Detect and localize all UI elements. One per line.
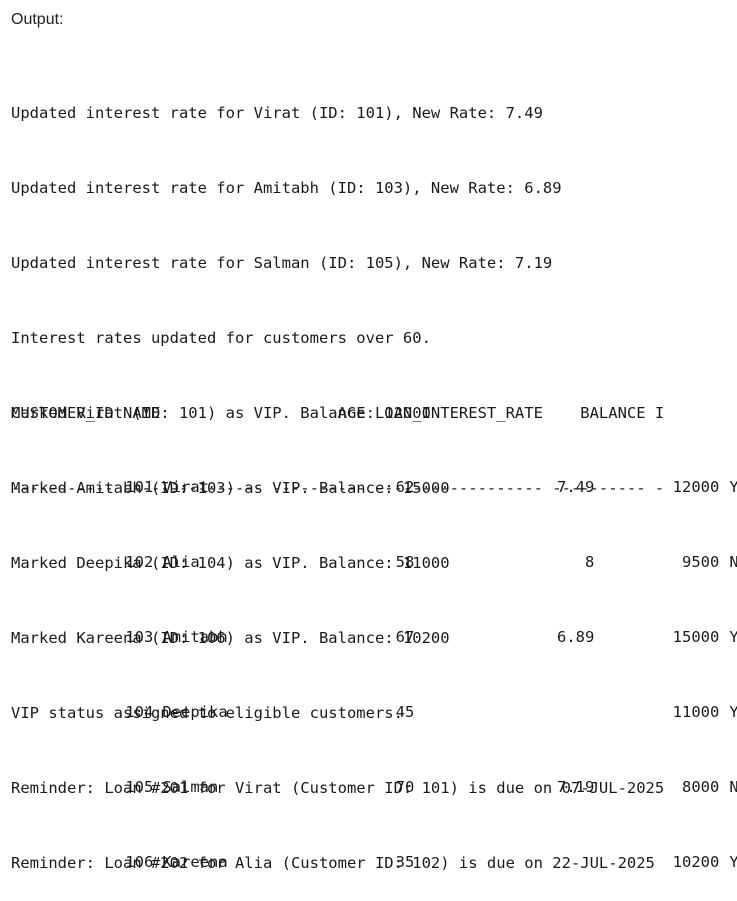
balance-cell: 10200 (672, 853, 720, 871)
table-row: 104 Deepika 45 11000 Y (11, 675, 737, 721)
name-cell: Virat (162, 478, 209, 496)
rate-cell: 6.89 (557, 628, 595, 646)
age-cell: 58 (395, 553, 415, 571)
name-cell: Amitabh (162, 628, 228, 646)
rate-cell: 7.19 (557, 778, 595, 796)
name-cell: Salman (162, 778, 219, 796)
table-row: 106 Kareena 35 10200 Y (11, 825, 737, 871)
rate-cell: 8 (584, 553, 595, 571)
name-cell: Deepika (162, 703, 228, 721)
vip-cell: N (729, 778, 737, 796)
age-cell: 70 (395, 778, 415, 796)
vip-cell: N (729, 553, 737, 571)
result-table-header: CUSTOMER_ID NAME AGE LOAN_INTEREST_RATE … (11, 351, 664, 526)
console-line: Marked Amitabh (ID: 103) as VIP. Balance… (11, 479, 450, 497)
rate-cell: 7.49 (557, 478, 595, 496)
table-row: 101 Virat 62 7.49 12000 Y (11, 450, 737, 496)
console-line: Interest rates updated for customers ove… (11, 329, 431, 347)
vip-cell: Y (729, 628, 737, 646)
table-row: 102 Alia 58 8 9500 N (11, 525, 737, 571)
name-cell: Kareena (162, 853, 228, 871)
balance-cell: 15000 (672, 628, 720, 646)
customer-id-cell: 103 (125, 628, 154, 646)
vip-cell: Y (729, 478, 737, 496)
age-cell: 62 (395, 478, 415, 496)
age-cell: 35 (395, 853, 415, 871)
vip-cell: Y (729, 703, 737, 721)
balance-cell: 9500 (682, 553, 720, 571)
result-table-body: 101 Virat 62 7.49 12000 Y 102 Alia 58 8 9500 N 103… (11, 400, 737, 875)
console-line: Marked Virat (ID: 101) as VIP. Balance: … (11, 404, 431, 422)
customer-id-cell: 102 (125, 553, 154, 571)
vip-cell: Y (729, 853, 737, 871)
balance-cell: 12000 (672, 478, 720, 496)
balance-cell: 8000 (682, 778, 720, 796)
age-cell: 45 (395, 703, 415, 721)
table-row: 103 Amitabh 67 6.89 15000 Y (11, 600, 737, 646)
customer-id-cell: 104 (125, 703, 154, 721)
balance-cell: 11000 (672, 703, 720, 721)
customer-id-cell: 106 (125, 853, 154, 871)
table-row: 105 Salman 70 7.19 8000 N (11, 750, 737, 796)
console-line: Updated interest rate for Virat (ID: 101… (11, 104, 543, 122)
name-cell: Alia (162, 553, 200, 571)
output-heading: Output: (11, 11, 64, 28)
table-column-headers: CUSTOMER_ID NAME AGE LOAN_INTEREST_RATE … (11, 404, 665, 422)
age-cell: 67 (395, 628, 415, 646)
console-line: Updated interest rate for Salman (ID: 10… (11, 254, 553, 272)
customer-id-cell: 101 (125, 478, 154, 496)
table-separator: ----------- --------------- ---------- -… (11, 479, 665, 497)
customer-id-cell: 105 (125, 778, 154, 796)
console-line: Updated interest rate for Amitabh (ID: 1… (11, 179, 562, 197)
